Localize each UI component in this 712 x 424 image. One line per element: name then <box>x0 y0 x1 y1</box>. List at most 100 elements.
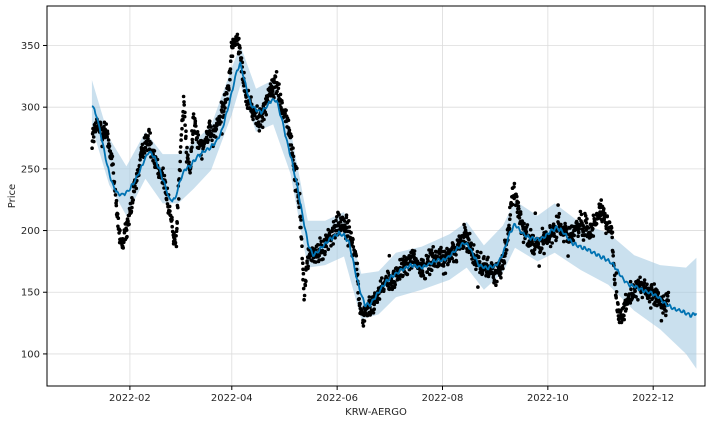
observed-point <box>299 218 303 222</box>
observed-point <box>524 230 529 234</box>
observed-point <box>584 221 589 225</box>
observed-point <box>512 185 516 189</box>
observed-point <box>106 138 111 142</box>
observed-point <box>393 282 398 287</box>
observed-point <box>219 120 223 124</box>
observed-point <box>577 227 581 231</box>
observed-point <box>275 89 279 94</box>
observed-point <box>183 110 187 115</box>
observed-point <box>586 226 591 230</box>
observed-point <box>276 86 281 91</box>
observed-point <box>106 131 110 136</box>
observed-point <box>228 67 233 71</box>
observed-point <box>532 247 537 252</box>
observed-point <box>118 228 122 233</box>
observed-point <box>299 237 304 241</box>
y-axis-title: Price <box>7 184 18 208</box>
observed-point <box>463 228 468 233</box>
observed-point <box>640 295 645 300</box>
observed-point <box>421 258 425 263</box>
observed-point <box>167 204 172 209</box>
observed-point <box>187 160 191 164</box>
observed-point <box>365 313 370 318</box>
observed-point <box>350 240 355 244</box>
observed-point <box>286 118 291 123</box>
observed-point <box>148 131 152 135</box>
observed-point <box>209 125 213 129</box>
observed-point <box>343 229 348 234</box>
observed-point <box>375 300 380 305</box>
observed-point <box>665 294 670 298</box>
observed-point <box>316 243 320 247</box>
observed-point <box>161 166 165 170</box>
observed-point <box>584 228 588 232</box>
observed-point <box>532 252 536 256</box>
observed-point <box>347 225 352 229</box>
observed-point <box>300 244 304 248</box>
observed-point <box>362 319 367 323</box>
observed-point <box>417 270 422 275</box>
observed-point <box>517 207 521 211</box>
observed-point <box>508 213 513 217</box>
observed-point <box>387 253 392 258</box>
observed-point <box>111 171 116 175</box>
observed-point <box>107 144 112 148</box>
observed-point <box>653 300 657 305</box>
observed-point <box>181 117 185 122</box>
observed-point <box>556 203 560 207</box>
observed-point <box>131 198 135 202</box>
observed-point <box>181 94 186 99</box>
observed-point <box>225 91 229 96</box>
observed-point <box>556 215 561 219</box>
observed-point <box>186 153 190 157</box>
observed-point <box>652 282 656 286</box>
observed-point <box>314 260 318 264</box>
observed-point <box>477 260 482 264</box>
observed-point <box>152 149 157 153</box>
observed-point <box>125 234 129 239</box>
observed-point <box>130 201 135 205</box>
observed-point <box>231 45 235 50</box>
observed-point <box>230 54 235 58</box>
observed-point <box>431 245 436 249</box>
observed-point <box>242 84 246 88</box>
observed-point <box>405 272 410 277</box>
observed-point <box>591 227 595 231</box>
observed-point <box>591 234 596 238</box>
observed-point <box>572 233 576 238</box>
observed-point <box>525 223 530 227</box>
observed-point <box>326 247 331 252</box>
observed-point <box>124 228 129 232</box>
observed-point <box>550 241 554 245</box>
observed-point <box>214 127 219 131</box>
observed-point <box>206 138 210 142</box>
observed-point <box>295 166 299 171</box>
observed-point <box>239 56 244 60</box>
observed-point <box>501 266 505 271</box>
observed-point <box>342 219 347 223</box>
observed-point <box>114 198 119 203</box>
observed-point <box>633 289 637 294</box>
observed-point <box>441 264 446 268</box>
observed-point <box>461 245 466 249</box>
observed-point <box>283 111 287 115</box>
observed-point <box>450 256 455 261</box>
observed-point <box>517 216 522 220</box>
observed-point <box>472 243 476 247</box>
x-tick-label: 2022-04 <box>211 393 253 404</box>
observed-point <box>603 211 607 216</box>
observed-point <box>554 235 559 240</box>
observed-point <box>351 245 356 249</box>
observed-point <box>435 254 440 258</box>
observed-point <box>427 272 432 277</box>
observed-point <box>170 224 174 229</box>
y-tick-label: 300 <box>21 103 40 114</box>
observed-point <box>629 287 633 292</box>
observed-point <box>289 134 294 139</box>
observed-point <box>195 130 200 134</box>
observed-point <box>599 198 603 202</box>
observed-point <box>201 144 206 149</box>
observed-point <box>467 238 471 242</box>
